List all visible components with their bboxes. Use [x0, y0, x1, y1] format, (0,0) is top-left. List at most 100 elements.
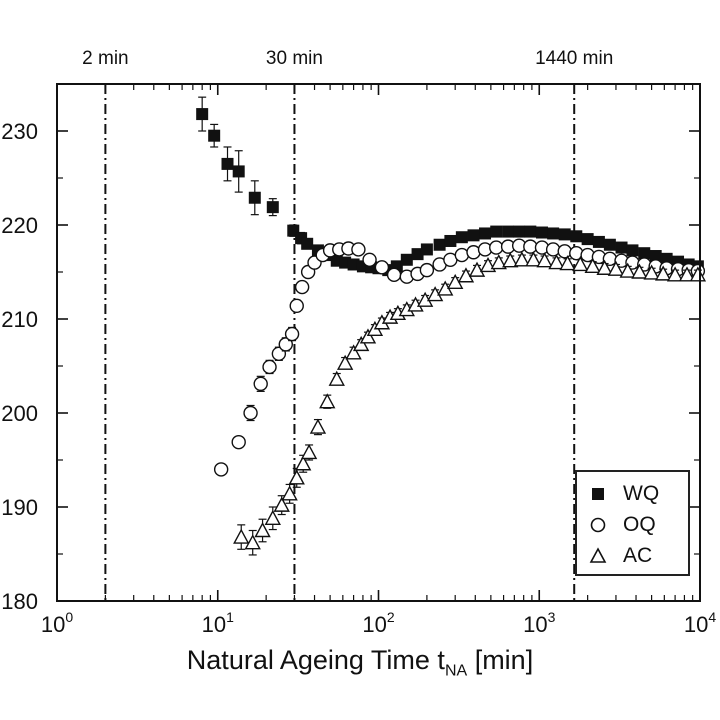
data-point-ac	[572, 256, 589, 272]
y-tick-label: 190	[1, 495, 38, 520]
filled-square-icon	[592, 487, 604, 500]
data-point-wq	[420, 243, 433, 256]
data-point-ac	[666, 266, 684, 282]
data-point-oq	[253, 376, 268, 392]
data-point-ac	[244, 534, 261, 550]
legend-label-oq: OQ	[623, 512, 656, 536]
data-point-oq	[231, 434, 246, 450]
data-point-wq	[592, 235, 605, 248]
x-axis-title-unit: [min]	[474, 645, 534, 675]
data-point-wq	[524, 225, 537, 238]
data-point-ac	[457, 267, 475, 283]
data-point-ac	[513, 251, 531, 267]
y-tick-label: 180	[1, 589, 38, 614]
data-point-wq	[615, 241, 628, 254]
data-point-ac	[309, 418, 327, 434]
data-point-oq	[419, 262, 435, 278]
data-point-ac	[654, 265, 672, 281]
data-point-ac	[619, 262, 636, 278]
data-point-ac	[328, 370, 345, 386]
x-axis-title-text: Natural Ageing Time t	[186, 645, 445, 675]
x-tick-label: 102	[362, 609, 394, 637]
data-point-ac	[584, 257, 601, 274]
data-point-wq	[266, 201, 279, 214]
data-point-wq	[433, 238, 446, 251]
data-point-wq	[649, 250, 662, 263]
y-tick-label: 210	[1, 307, 38, 332]
data-point-ac	[345, 344, 362, 360]
reference-line-label: 1440 min	[535, 48, 613, 69]
data-point-ac	[281, 485, 298, 501]
data-point-oq	[262, 359, 277, 375]
data-point-oq	[386, 267, 402, 283]
data-point-ac	[233, 528, 250, 544]
y-tick-label: 230	[1, 119, 38, 144]
data-point-ac	[295, 455, 312, 471]
data-point-ac	[631, 263, 648, 279]
data-point-ac	[264, 509, 281, 525]
data-point-oq	[454, 247, 470, 263]
data-point-wq	[558, 228, 571, 241]
open-triangle-icon	[589, 546, 607, 563]
data-point-wq	[248, 191, 261, 204]
data-point-ac	[254, 522, 271, 538]
series-wq	[196, 96, 704, 277]
data-point-wq	[581, 233, 594, 246]
data-point-wq	[513, 225, 526, 238]
data-point-wq	[535, 226, 548, 239]
data-point-wq	[570, 230, 583, 243]
data-point-wq	[444, 234, 457, 247]
x-tick-label: 103	[523, 609, 555, 637]
x-tick-label: 104	[684, 609, 716, 637]
series-oq	[213, 238, 706, 477]
data-point-wq	[467, 229, 480, 242]
data-point-wq	[502, 225, 515, 238]
data-point-wq	[455, 231, 468, 244]
data-point-oq	[284, 326, 300, 342]
data-point-ac	[336, 354, 354, 370]
legend-label-ac: AC	[623, 543, 653, 567]
data-point-ac	[490, 254, 507, 270]
data-point-oq	[294, 279, 310, 295]
x-axis-title-subscript: NA	[444, 662, 468, 680]
data-point-ac	[479, 256, 497, 273]
data-point-wq	[603, 238, 616, 251]
data-point-ac	[525, 251, 542, 267]
data-point-oq	[351, 242, 366, 257]
data-point-oq	[289, 298, 304, 314]
data-point-oq	[374, 260, 390, 275]
data-point-wq	[411, 248, 424, 261]
data-point-wq	[638, 247, 651, 260]
data-point-oq	[557, 244, 572, 259]
data-point-ac	[352, 335, 370, 352]
reference-line-label: 2 min	[82, 48, 128, 69]
reference-line-label: 30 min	[266, 48, 323, 69]
data-point-ac	[678, 266, 696, 282]
data-point-wq	[347, 258, 360, 271]
x-tick-label: 101	[202, 609, 234, 637]
data-point-ac	[273, 496, 290, 512]
data-point-ac	[288, 469, 305, 485]
data-point-wq	[490, 225, 503, 238]
data-point-ac	[596, 259, 613, 275]
y-tick-label: 220	[1, 213, 38, 238]
data-point-wq	[547, 227, 560, 240]
y-tick-label: 200	[1, 401, 38, 426]
data-point-oq	[362, 252, 377, 267]
data-point-wq	[208, 129, 221, 142]
data-point-ac	[319, 393, 336, 409]
x-axis-title: Natural Ageing Time tNA [min]	[0, 645, 720, 680]
data-point-wq	[479, 227, 492, 240]
legend-item-wq: WQ	[585, 478, 680, 509]
data-point-oq	[243, 405, 258, 421]
legend-label-wq: WQ	[623, 481, 660, 505]
x-tick-label: 100	[41, 609, 73, 637]
data-point-oq	[213, 462, 229, 477]
data-point-wq	[301, 237, 314, 250]
data-point-wq	[232, 165, 245, 178]
plot-frame	[56, 83, 701, 602]
data-point-wq	[221, 157, 234, 170]
data-point-wq	[196, 108, 209, 121]
data-point-wq	[626, 244, 639, 257]
